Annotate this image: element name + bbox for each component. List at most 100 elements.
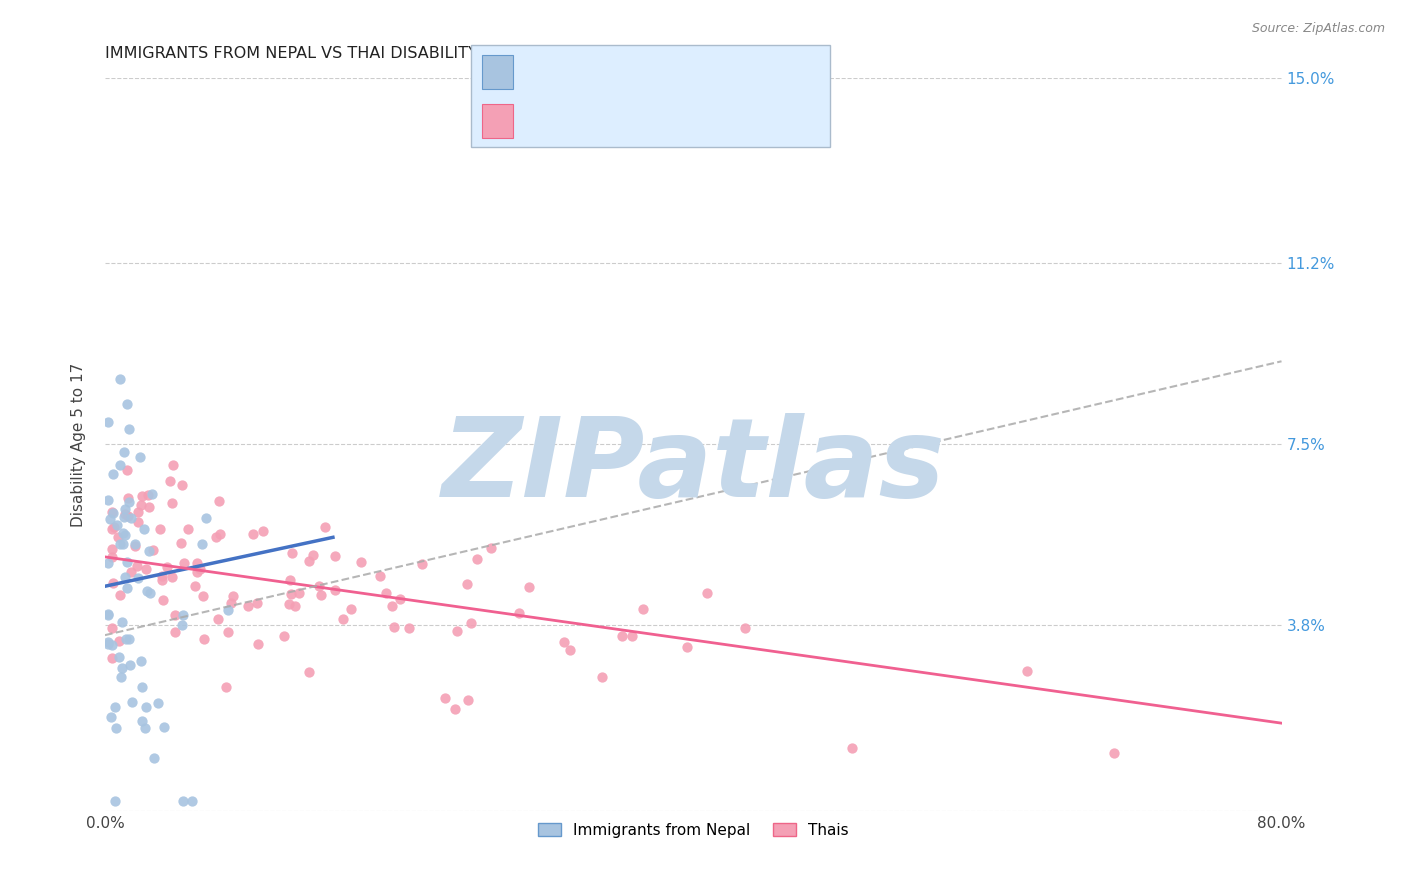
Point <box>120 511 142 525</box>
Point <box>121 695 143 709</box>
Point <box>173 556 195 570</box>
Point <box>138 543 160 558</box>
Point <box>252 524 274 539</box>
Point <box>162 458 184 473</box>
Point <box>132 522 155 536</box>
Point <box>215 680 238 694</box>
Point <box>131 489 153 503</box>
Point <box>411 557 433 571</box>
Point <box>245 597 267 611</box>
Point <box>443 702 465 716</box>
Point <box>150 568 173 582</box>
Point <box>142 542 165 557</box>
Point <box>287 586 309 600</box>
Point <box>238 599 260 613</box>
Point <box>388 591 411 606</box>
Point <box>146 696 169 710</box>
Point <box>160 570 183 584</box>
Point <box>117 397 139 411</box>
Point <box>208 527 231 541</box>
Point <box>160 496 183 510</box>
Point <box>118 632 141 647</box>
Point <box>381 599 404 613</box>
Point <box>118 422 141 436</box>
Point <box>114 507 136 521</box>
Point <box>734 621 756 635</box>
Point <box>242 527 264 541</box>
Point <box>128 450 150 465</box>
Point <box>101 522 124 536</box>
Point <box>114 509 136 524</box>
Point <box>124 537 146 551</box>
Point <box>110 670 132 684</box>
Point <box>103 520 125 534</box>
Point <box>141 487 163 501</box>
Point <box>110 588 132 602</box>
Point <box>177 522 200 536</box>
Point <box>218 624 240 639</box>
Point <box>280 587 302 601</box>
Point <box>298 665 321 679</box>
Point <box>135 584 157 599</box>
Point <box>117 508 139 523</box>
Point <box>124 540 146 554</box>
Point <box>159 474 181 488</box>
Text: N=: N= <box>644 114 673 129</box>
Point <box>368 569 391 583</box>
Point <box>127 505 149 519</box>
Text: R =: R = <box>527 114 561 129</box>
Point <box>153 720 176 734</box>
Point <box>308 579 330 593</box>
Point <box>97 557 120 571</box>
Point <box>375 586 398 600</box>
Point <box>127 571 149 585</box>
Point <box>184 579 207 593</box>
Point <box>620 629 643 643</box>
Point <box>111 615 134 629</box>
Point <box>112 445 135 459</box>
Point <box>127 558 149 573</box>
Point <box>103 467 125 481</box>
Point <box>118 658 141 673</box>
Point <box>98 512 121 526</box>
Point <box>111 661 134 675</box>
Text: N=: N= <box>644 66 673 81</box>
Point <box>108 458 131 473</box>
Point <box>101 638 124 652</box>
Point <box>163 608 186 623</box>
Point <box>103 576 125 591</box>
Point <box>382 620 405 634</box>
Point <box>217 602 239 616</box>
Point <box>172 607 194 622</box>
Point <box>105 517 128 532</box>
Point <box>553 634 575 648</box>
Point <box>135 700 157 714</box>
Point <box>191 537 214 551</box>
Point <box>1015 664 1038 678</box>
Text: 0.048: 0.048 <box>574 66 621 81</box>
Point <box>456 577 478 591</box>
Point <box>170 478 193 492</box>
Text: R =: R = <box>527 66 561 81</box>
Point <box>221 596 243 610</box>
Point <box>302 548 325 562</box>
Point <box>115 463 138 477</box>
Point <box>129 498 152 512</box>
Text: ZIPatlas: ZIPatlas <box>441 413 945 520</box>
Point <box>208 494 231 508</box>
Point <box>97 607 120 622</box>
Point <box>97 635 120 649</box>
Point <box>247 637 270 651</box>
Point <box>101 542 124 557</box>
Point <box>284 599 307 614</box>
Point <box>97 493 120 508</box>
Text: 63: 63 <box>679 66 700 81</box>
Point <box>108 372 131 386</box>
Point <box>172 794 194 808</box>
Point <box>118 495 141 509</box>
Point <box>433 690 456 705</box>
Text: 107: 107 <box>679 114 711 129</box>
Point <box>108 537 131 551</box>
Point <box>120 565 142 579</box>
Point <box>560 642 582 657</box>
